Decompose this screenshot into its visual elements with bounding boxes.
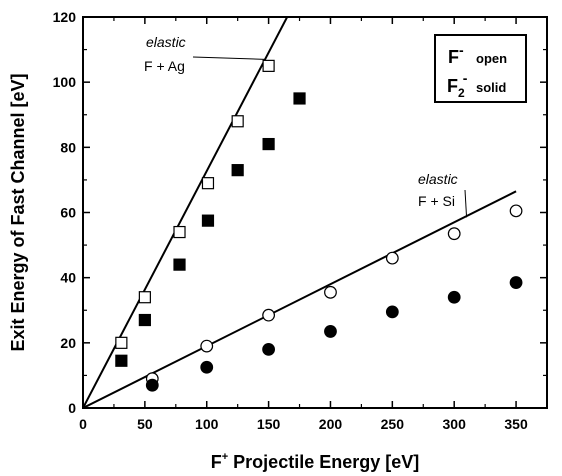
legend-ion-f: F-: [448, 42, 464, 67]
solid-circle-marker: [145, 378, 159, 392]
open-circle-marker: [262, 308, 276, 322]
legend-marker-solid: solid: [476, 80, 506, 95]
open-square-marker: [262, 59, 275, 72]
line-label-ag-leader: [192, 56, 265, 60]
open-square-marker: [231, 115, 244, 128]
open-circle-marker: [509, 204, 523, 218]
legend-ion-f2: F2-: [447, 70, 468, 100]
x-axis-title: F+ Projectile Energy [eV]: [211, 451, 420, 472]
y-tick-label: 80: [60, 139, 76, 155]
line-label-si: F + Si: [418, 193, 455, 209]
line-label-si-elastic: elastic: [418, 171, 458, 187]
solid-circle-marker: [447, 290, 461, 304]
solid-circle-marker: [509, 276, 523, 289]
x-tick-label: 350: [504, 416, 528, 432]
x-tick-label: 200: [319, 416, 343, 432]
elastic-line-si: [83, 190, 517, 408]
open-circle-marker: [324, 285, 337, 299]
y-tick-label: 40: [60, 270, 76, 286]
solid-square-marker: [115, 354, 128, 367]
open-circle-marker: [200, 339, 214, 353]
x-axis-title-prefix: F: [211, 452, 222, 472]
open-circle-marker: [385, 251, 399, 265]
solid-circle-marker: [385, 305, 399, 319]
line-label-ag-elastic: elastic: [146, 34, 186, 50]
x-tick-label: 50: [137, 416, 153, 432]
y-tick-label: 20: [60, 335, 76, 351]
open-circle-marker: [447, 227, 461, 241]
y-axis-title: Exit Energy of Fast Channel [eV]: [8, 73, 28, 351]
elastic-line-ag: [83, 17, 289, 408]
axis-ticks: 0 50 100 150 200 250 300 350 0 20 40 60 80 100 120: [53, 9, 547, 432]
legend-marker-open: open: [476, 51, 507, 66]
x-tick-label: 300: [443, 416, 467, 432]
open-square-marker: [138, 291, 151, 304]
solid-square-marker: [262, 137, 275, 151]
data-marks: [83, 17, 523, 408]
solid-square-marker: [138, 313, 151, 327]
solid-square-marker: [231, 164, 244, 177]
line-label-ag: F + Ag: [144, 58, 185, 74]
y-tick-label: 120: [53, 9, 77, 25]
solid-square-marker: [293, 92, 306, 105]
x-axis-title-sup: +: [222, 451, 228, 463]
y-tick-label: 60: [60, 205, 76, 221]
y-tick-label: 0: [68, 400, 76, 416]
open-square-marker: [173, 225, 186, 239]
line-label-si-leader: [464, 189, 468, 218]
solid-circle-marker: [262, 342, 276, 356]
solid-square-marker: [201, 214, 215, 227]
x-tick-label: 250: [381, 416, 405, 432]
legend: F- open F2- solid: [434, 34, 527, 103]
solid-circle-marker: [324, 325, 337, 338]
solid-square-marker: [173, 258, 186, 271]
legend-box: [434, 34, 527, 103]
x-tick-label: 100: [195, 416, 219, 432]
x-axis-title-rest: Projectile Energy [eV]: [228, 452, 419, 472]
open-square-marker: [201, 177, 215, 190]
open-square-marker: [115, 336, 128, 349]
y-tick-label: 100: [53, 74, 77, 90]
x-tick-label: 150: [257, 416, 281, 432]
x-tick-label: 0: [79, 416, 87, 432]
solid-circle-marker: [200, 360, 214, 374]
